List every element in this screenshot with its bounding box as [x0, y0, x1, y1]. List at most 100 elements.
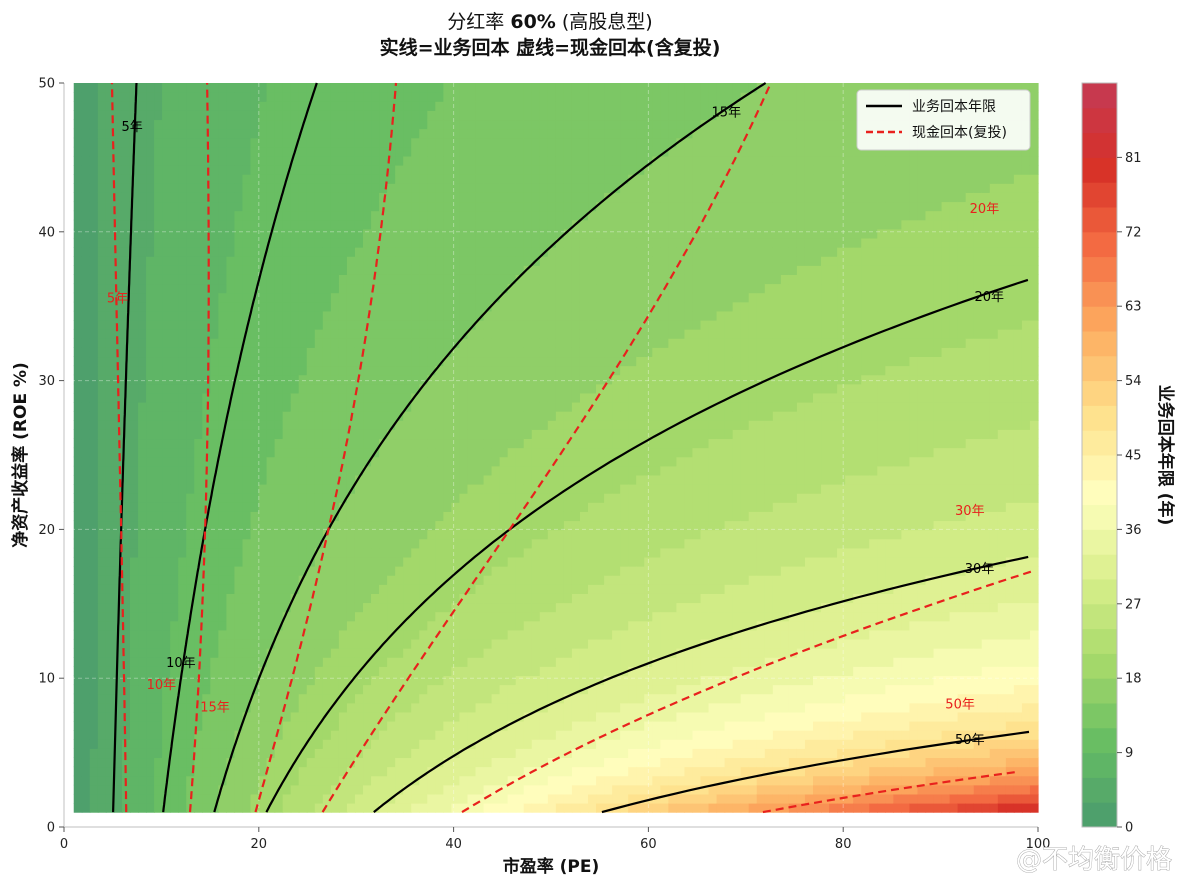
- heatmap-cell: [129, 803, 139, 813]
- heatmap-cell: [475, 429, 485, 440]
- heatmap-cell: [507, 165, 517, 175]
- heatmap-cell: [282, 310, 292, 321]
- heatmap-cell: [354, 219, 364, 230]
- heatmap-cell: [298, 720, 308, 731]
- heatmap-cell: [81, 666, 91, 677]
- heatmap-cell: [403, 429, 412, 440]
- heatmap-cell: [306, 702, 316, 713]
- heatmap-cell: [234, 83, 244, 93]
- heatmap-cell: [194, 183, 203, 193]
- heatmap-cell: [170, 529, 179, 540]
- heatmap-cell: [491, 174, 501, 184]
- heatmap-cell: [162, 629, 171, 640]
- heatmap-cell: [515, 757, 525, 768]
- heatmap-cell: [475, 538, 485, 549]
- heatmap-cell: [371, 620, 380, 631]
- heatmap-cell: [419, 702, 428, 713]
- heatmap-cell: [563, 92, 573, 102]
- heatmap-cell: [523, 648, 533, 658]
- heatmap-cell: [218, 502, 228, 512]
- heatmap-cell: [81, 374, 91, 385]
- heatmap-cell: [563, 110, 573, 121]
- heatmap-cell: [81, 575, 91, 585]
- heatmap-cell: [499, 739, 509, 749]
- heatmap-cell: [531, 803, 541, 813]
- heatmap-cell: [354, 411, 364, 421]
- heatmap-cell: [210, 611, 219, 622]
- heatmap-cell: [154, 556, 163, 567]
- heatmap-cell: [250, 675, 260, 686]
- heatmap-cell: [129, 638, 139, 649]
- heatmap-cell: [290, 566, 300, 576]
- heatmap-cell: [354, 566, 364, 576]
- heatmap-cell: [547, 693, 557, 704]
- heatmap-cell: [274, 374, 284, 385]
- heatmap-cell: [242, 511, 252, 522]
- heatmap-cell: [371, 110, 380, 121]
- heatmap-cell: [387, 420, 396, 430]
- heatmap-cell: [411, 383, 420, 394]
- heatmap-cell: [81, 693, 91, 704]
- heatmap-cell: [290, 155, 300, 166]
- heatmap-cell: [170, 566, 179, 576]
- heatmap-cell: [234, 447, 244, 458]
- heatmap-cell: [274, 210, 284, 221]
- heatmap-cell: [475, 128, 485, 139]
- heatmap-cell: [539, 793, 549, 804]
- heatmap-cell: [242, 192, 252, 203]
- heatmap-cell: [242, 593, 252, 604]
- heatmap-cell: [146, 228, 155, 239]
- heatmap-cell: [379, 119, 388, 130]
- heatmap-cell: [226, 493, 236, 503]
- heatmap-cell: [387, 775, 396, 786]
- heatmap-cell: [354, 110, 364, 121]
- heatmap-cell: [419, 401, 428, 412]
- heatmap-cell: [354, 338, 364, 348]
- heatmap-cell: [226, 575, 236, 585]
- heatmap-cell: [507, 757, 517, 768]
- heatmap-cell: [547, 584, 557, 594]
- heatmap-cell: [467, 575, 477, 585]
- heatmap-cell: [242, 256, 252, 266]
- heatmap-cell: [250, 265, 260, 275]
- heatmap-cell: [419, 329, 428, 339]
- heatmap-cell: [154, 429, 163, 440]
- heatmap-cell: [467, 237, 477, 248]
- heatmap-cell: [274, 520, 284, 531]
- heatmap-cell: [571, 784, 581, 795]
- heatmap-cell: [274, 547, 284, 558]
- heatmap-cell: [226, 247, 236, 257]
- heatmap-cell: [523, 210, 533, 221]
- heatmap-cell: [306, 693, 316, 704]
- heatmap-cell: [523, 529, 533, 540]
- heatmap-cell: [435, 666, 444, 677]
- heatmap-cell: [226, 401, 236, 412]
- heatmap-cell: [194, 602, 203, 613]
- heatmap-cell: [531, 247, 541, 257]
- heatmap-cell: [571, 648, 581, 658]
- heatmap-cell: [467, 547, 477, 558]
- heatmap-cell: [395, 292, 404, 303]
- heatmap-cell: [138, 392, 147, 403]
- heatmap-cell: [330, 711, 340, 722]
- heatmap-cell: [346, 256, 356, 266]
- heatmap-cell: [97, 638, 107, 649]
- heatmap-cell: [499, 374, 509, 385]
- heatmap-cell: [89, 383, 99, 394]
- heatmap-cell: [314, 146, 324, 157]
- heatmap-cell: [258, 538, 268, 549]
- heatmap-cell: [363, 247, 372, 257]
- heatmap-cell: [555, 256, 565, 266]
- heatmap-cell: [451, 137, 461, 148]
- heatmap-cell: [162, 356, 171, 367]
- heatmap-cell: [515, 401, 525, 412]
- heatmap-cell: [162, 210, 171, 221]
- heatmap-cell: [411, 174, 420, 184]
- heatmap-cell: [451, 310, 461, 321]
- heatmap-cell: [250, 165, 260, 175]
- heatmap-cell: [314, 502, 324, 512]
- heatmap-cell: [210, 201, 219, 212]
- heatmap-cell: [250, 174, 260, 184]
- heatmap-cell: [210, 720, 219, 731]
- heatmap-cell: [274, 119, 284, 130]
